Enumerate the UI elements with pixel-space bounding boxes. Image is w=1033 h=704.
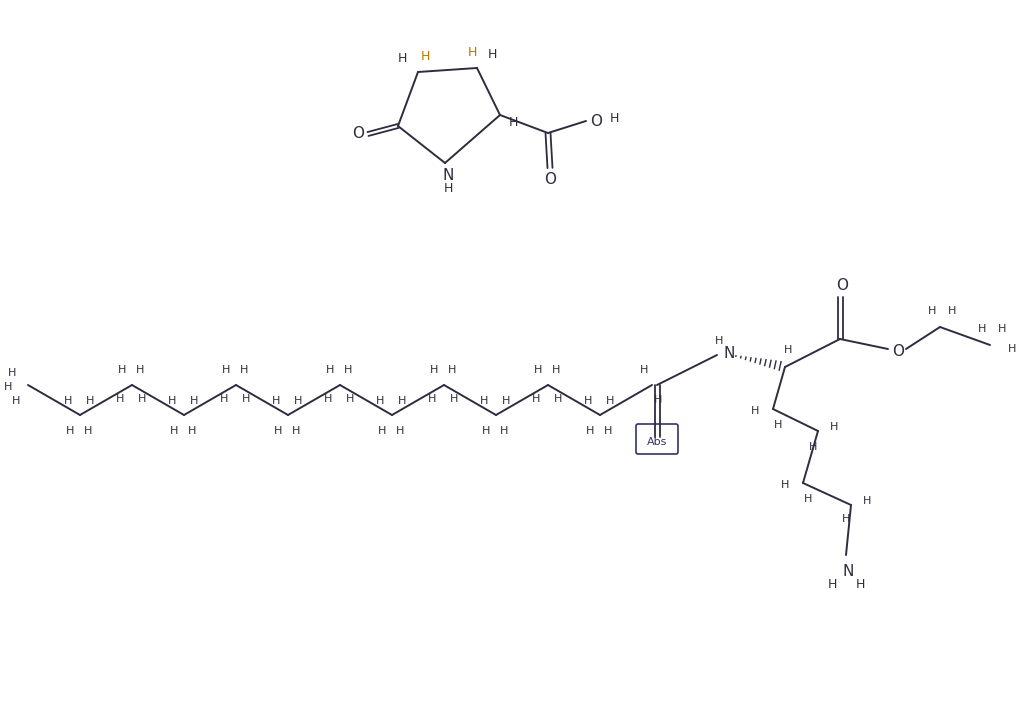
Text: H: H — [443, 182, 452, 194]
Text: N: N — [442, 168, 453, 184]
Text: H: H — [534, 365, 542, 375]
Text: H: H — [715, 336, 723, 346]
Text: H: H — [4, 382, 12, 392]
Text: H: H — [346, 394, 354, 404]
Text: H: H — [430, 365, 438, 375]
Text: N: N — [723, 346, 734, 360]
Text: O: O — [590, 113, 602, 129]
Text: H: H — [609, 111, 619, 125]
Text: H: H — [809, 442, 817, 452]
Text: H: H — [190, 396, 198, 406]
Text: H: H — [448, 365, 457, 375]
Text: H: H — [467, 46, 476, 58]
Text: H: H — [242, 394, 250, 404]
Text: H: H — [135, 365, 145, 375]
Text: H: H — [428, 394, 436, 404]
Text: H: H — [604, 426, 613, 436]
Text: H: H — [998, 324, 1006, 334]
Text: H: H — [118, 365, 126, 375]
Text: O: O — [836, 277, 848, 292]
Text: H: H — [137, 394, 147, 404]
Text: Abs: Abs — [647, 437, 667, 447]
Text: H: H — [774, 420, 782, 430]
Text: H: H — [508, 116, 518, 130]
Text: H: H — [842, 514, 850, 524]
Text: H: H — [8, 368, 17, 378]
Text: H: H — [552, 365, 560, 375]
Text: H: H — [586, 426, 594, 436]
Text: H: H — [64, 396, 72, 406]
Text: H: H — [804, 494, 812, 504]
Text: H: H — [169, 426, 178, 436]
Text: H: H — [532, 394, 540, 404]
Text: H: H — [481, 426, 491, 436]
Text: H: H — [829, 422, 838, 432]
Text: H: H — [220, 394, 228, 404]
Text: H: H — [584, 396, 592, 406]
Text: H: H — [222, 365, 230, 375]
FancyBboxPatch shape — [636, 424, 678, 454]
Text: H: H — [396, 426, 404, 436]
Text: H: H — [274, 426, 282, 436]
Text: O: O — [544, 172, 556, 187]
Text: H: H — [325, 365, 335, 375]
Text: H: H — [479, 396, 489, 406]
Text: H: H — [376, 396, 384, 406]
Text: H: H — [488, 47, 497, 61]
Text: H: H — [272, 396, 280, 406]
Text: H: H — [240, 365, 248, 375]
Text: H: H — [420, 49, 430, 63]
Text: O: O — [352, 127, 364, 142]
Text: O: O — [893, 344, 904, 358]
Text: H: H — [86, 396, 94, 406]
Text: H: H — [605, 396, 615, 406]
Text: N: N — [842, 563, 853, 579]
Text: H: H — [398, 396, 406, 406]
Text: H: H — [344, 365, 352, 375]
Text: H: H — [323, 394, 333, 404]
Text: H: H — [449, 394, 459, 404]
Text: H: H — [188, 426, 196, 436]
Text: H: H — [167, 396, 177, 406]
Text: H: H — [654, 395, 662, 405]
Text: H: H — [978, 324, 987, 334]
Text: H: H — [639, 365, 648, 375]
Text: H: H — [293, 396, 303, 406]
Text: H: H — [291, 426, 301, 436]
Text: H: H — [502, 396, 510, 406]
Text: H: H — [781, 480, 789, 490]
Text: H: H — [398, 51, 407, 65]
Text: H: H — [863, 496, 871, 506]
Text: H: H — [784, 345, 792, 355]
Text: H: H — [554, 394, 562, 404]
Text: H: H — [928, 306, 936, 316]
Text: H: H — [855, 579, 865, 591]
Text: H: H — [751, 406, 759, 416]
Text: H: H — [116, 394, 124, 404]
Text: H: H — [827, 579, 837, 591]
Text: H: H — [500, 426, 508, 436]
Text: H: H — [66, 426, 74, 436]
Text: H: H — [378, 426, 386, 436]
Text: H: H — [84, 426, 92, 436]
Text: H: H — [1008, 344, 1016, 354]
Text: H: H — [948, 306, 957, 316]
Text: H: H — [11, 396, 21, 406]
